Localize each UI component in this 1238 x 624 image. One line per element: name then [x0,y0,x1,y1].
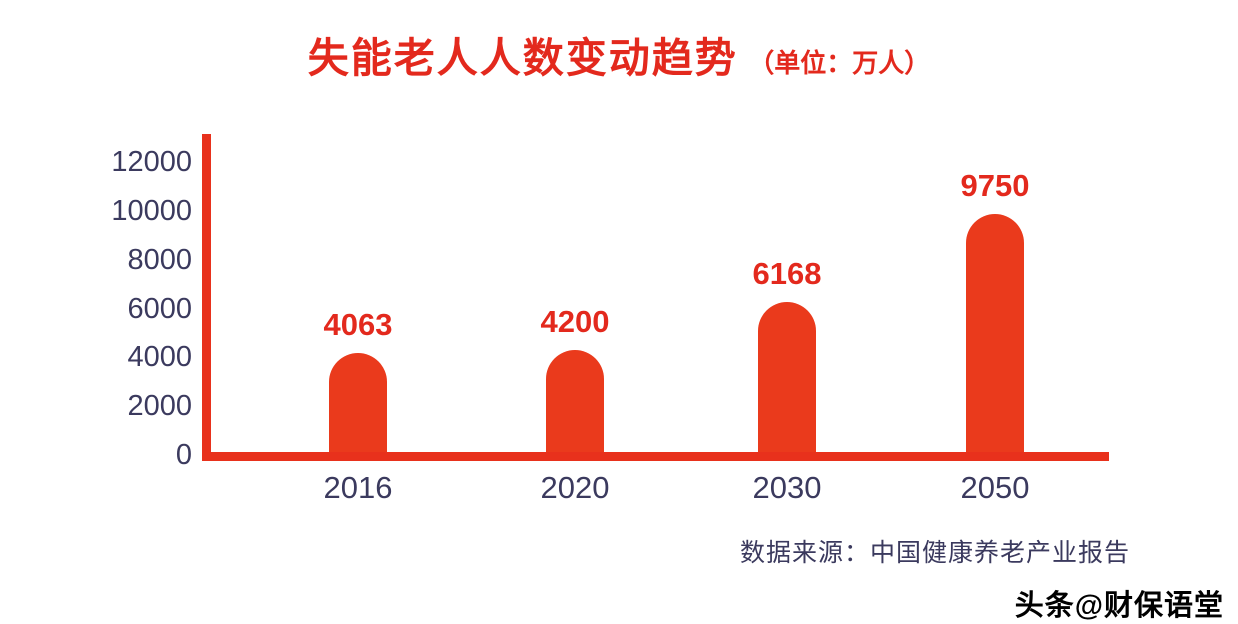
bar-2050 [966,214,1024,452]
bar-value-label: 9750 [960,168,1030,203]
bar-value-label: 4200 [540,304,610,339]
data-source-caption: 数据来源：中国健康养老产业报告 [739,539,1130,567]
bar-value-label: 6168 [752,256,822,291]
y-axis-tick-label: 12000 [111,146,192,179]
x-axis-label: 2050 [960,470,1030,505]
y-axis-line [202,134,211,461]
y-axis-tick-label: 6000 [127,292,192,325]
x-axis-label: 2030 [752,470,822,505]
y-axis-tick-label: 2000 [127,390,192,423]
bar-2016 [329,353,387,452]
chart-title: 失能老人人数变动趋势 （单位：万人） [0,24,1238,84]
chart-title-text: 失能老人人数变动趋势 [307,35,738,81]
chart-title-unit: （单位：万人） [748,48,931,78]
x-axis-line [202,452,1109,461]
bar-value-label: 4063 [323,307,393,342]
y-axis-tick-label: 0 [175,439,192,471]
watermark: 头条@财保语堂 [1014,590,1224,622]
x-axis-label: 2016 [323,470,393,505]
bar-2030 [758,302,816,452]
x-axis-label: 2020 [540,470,610,505]
y-axis-tick-label: 10000 [111,195,192,227]
y-axis-tick-label: 8000 [127,243,192,276]
y-axis-tick-label: 4000 [127,341,192,374]
bar-2020 [546,350,604,452]
